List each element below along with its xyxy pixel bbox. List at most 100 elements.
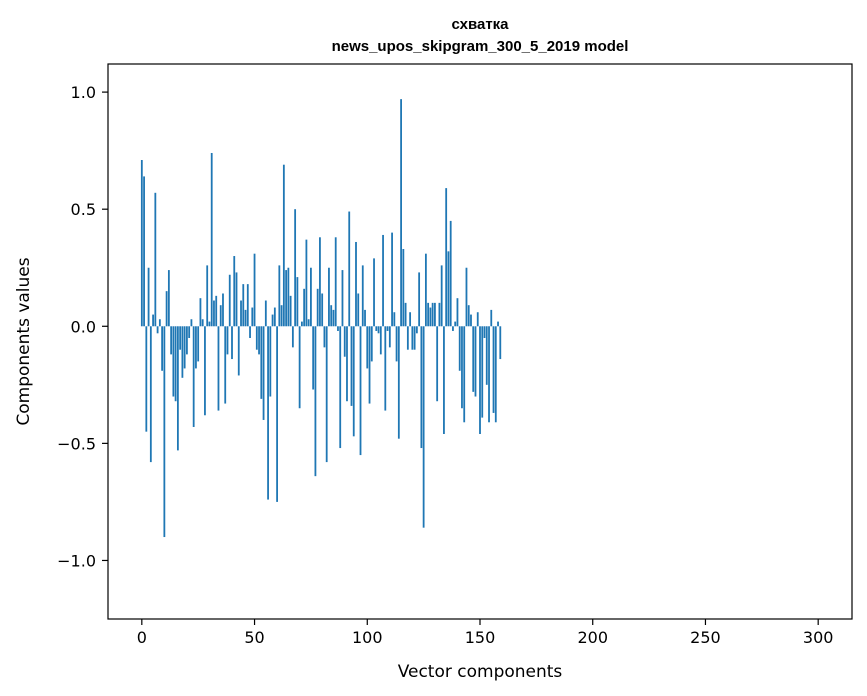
bar xyxy=(323,326,326,348)
bar xyxy=(366,326,369,369)
bar xyxy=(197,326,200,362)
bar xyxy=(269,326,272,397)
bar xyxy=(186,326,188,355)
bar xyxy=(454,321,457,327)
bar xyxy=(240,300,242,327)
bar xyxy=(181,326,184,378)
bar xyxy=(476,312,479,327)
bar xyxy=(348,211,351,327)
bar xyxy=(246,284,249,327)
bar xyxy=(204,326,206,416)
bar xyxy=(165,291,168,327)
bar xyxy=(386,326,389,331)
bar xyxy=(303,288,306,327)
x-tick-label: 150 xyxy=(465,628,496,647)
bar xyxy=(461,326,463,409)
bar xyxy=(278,265,281,327)
bar xyxy=(287,267,290,327)
bar xyxy=(206,265,209,327)
bar xyxy=(391,232,393,327)
bar xyxy=(332,309,335,327)
bar xyxy=(235,272,238,327)
bar xyxy=(427,302,430,327)
bar xyxy=(397,326,400,439)
bar xyxy=(260,326,263,399)
bar xyxy=(429,307,432,327)
bar xyxy=(494,326,497,423)
bar xyxy=(357,293,360,327)
bar xyxy=(406,326,409,350)
bar xyxy=(434,302,436,327)
bar xyxy=(170,326,173,355)
bar xyxy=(404,302,407,327)
bar xyxy=(370,326,373,362)
bar xyxy=(140,160,143,327)
bar xyxy=(497,321,499,327)
bar xyxy=(271,314,274,327)
bar xyxy=(310,267,312,327)
bar xyxy=(149,326,152,463)
y-axis-label: Components values xyxy=(14,257,34,425)
bar xyxy=(325,326,328,463)
bar xyxy=(280,305,283,327)
bar xyxy=(312,326,315,390)
bar xyxy=(463,326,466,423)
bar xyxy=(167,270,170,327)
bar xyxy=(337,326,339,331)
bar xyxy=(172,326,175,397)
bar xyxy=(413,326,416,350)
bar xyxy=(415,326,418,334)
bar xyxy=(411,326,414,350)
bar xyxy=(474,326,477,397)
bar xyxy=(492,326,495,413)
bar xyxy=(316,288,319,327)
bar xyxy=(294,209,297,327)
bar xyxy=(436,326,439,402)
bar xyxy=(395,326,398,362)
bar xyxy=(400,99,402,327)
x-ticks: 0 50 100 150 200 250 300 xyxy=(137,619,834,647)
bars-group xyxy=(140,99,502,538)
bar xyxy=(382,234,384,327)
chart-title: схватка xyxy=(451,16,509,33)
bar xyxy=(201,319,204,327)
bar xyxy=(307,319,310,327)
bar xyxy=(224,326,227,404)
bar xyxy=(377,326,380,334)
bar xyxy=(143,176,145,327)
bar xyxy=(296,277,299,327)
bar xyxy=(418,272,421,327)
bar xyxy=(199,298,202,327)
bar xyxy=(217,326,220,411)
bar xyxy=(289,295,292,327)
bar xyxy=(379,326,382,355)
bar xyxy=(298,326,301,409)
bar xyxy=(195,326,197,369)
bar xyxy=(285,270,288,327)
bar xyxy=(424,253,427,327)
bar xyxy=(242,284,245,327)
bar xyxy=(422,326,425,528)
bar xyxy=(179,326,182,350)
x-tick-label: 300 xyxy=(803,628,834,647)
bar xyxy=(445,188,448,327)
chart-subtitle: news_upos_skipgram_300_5_2019 model xyxy=(332,38,629,55)
bar xyxy=(328,267,330,327)
bar xyxy=(456,298,459,327)
bar xyxy=(276,326,278,502)
bar xyxy=(251,307,254,327)
bar xyxy=(361,265,364,327)
y-tick-label: −0.5 xyxy=(57,434,96,453)
bar xyxy=(183,326,186,369)
bar xyxy=(174,326,177,402)
bar xyxy=(334,237,337,327)
x-tick-label: 200 xyxy=(577,628,608,647)
bar xyxy=(300,321,303,327)
bar xyxy=(244,309,247,327)
bar xyxy=(192,326,195,427)
bar xyxy=(314,326,317,477)
bar xyxy=(393,312,396,327)
bar xyxy=(447,251,450,327)
bar xyxy=(222,293,224,327)
